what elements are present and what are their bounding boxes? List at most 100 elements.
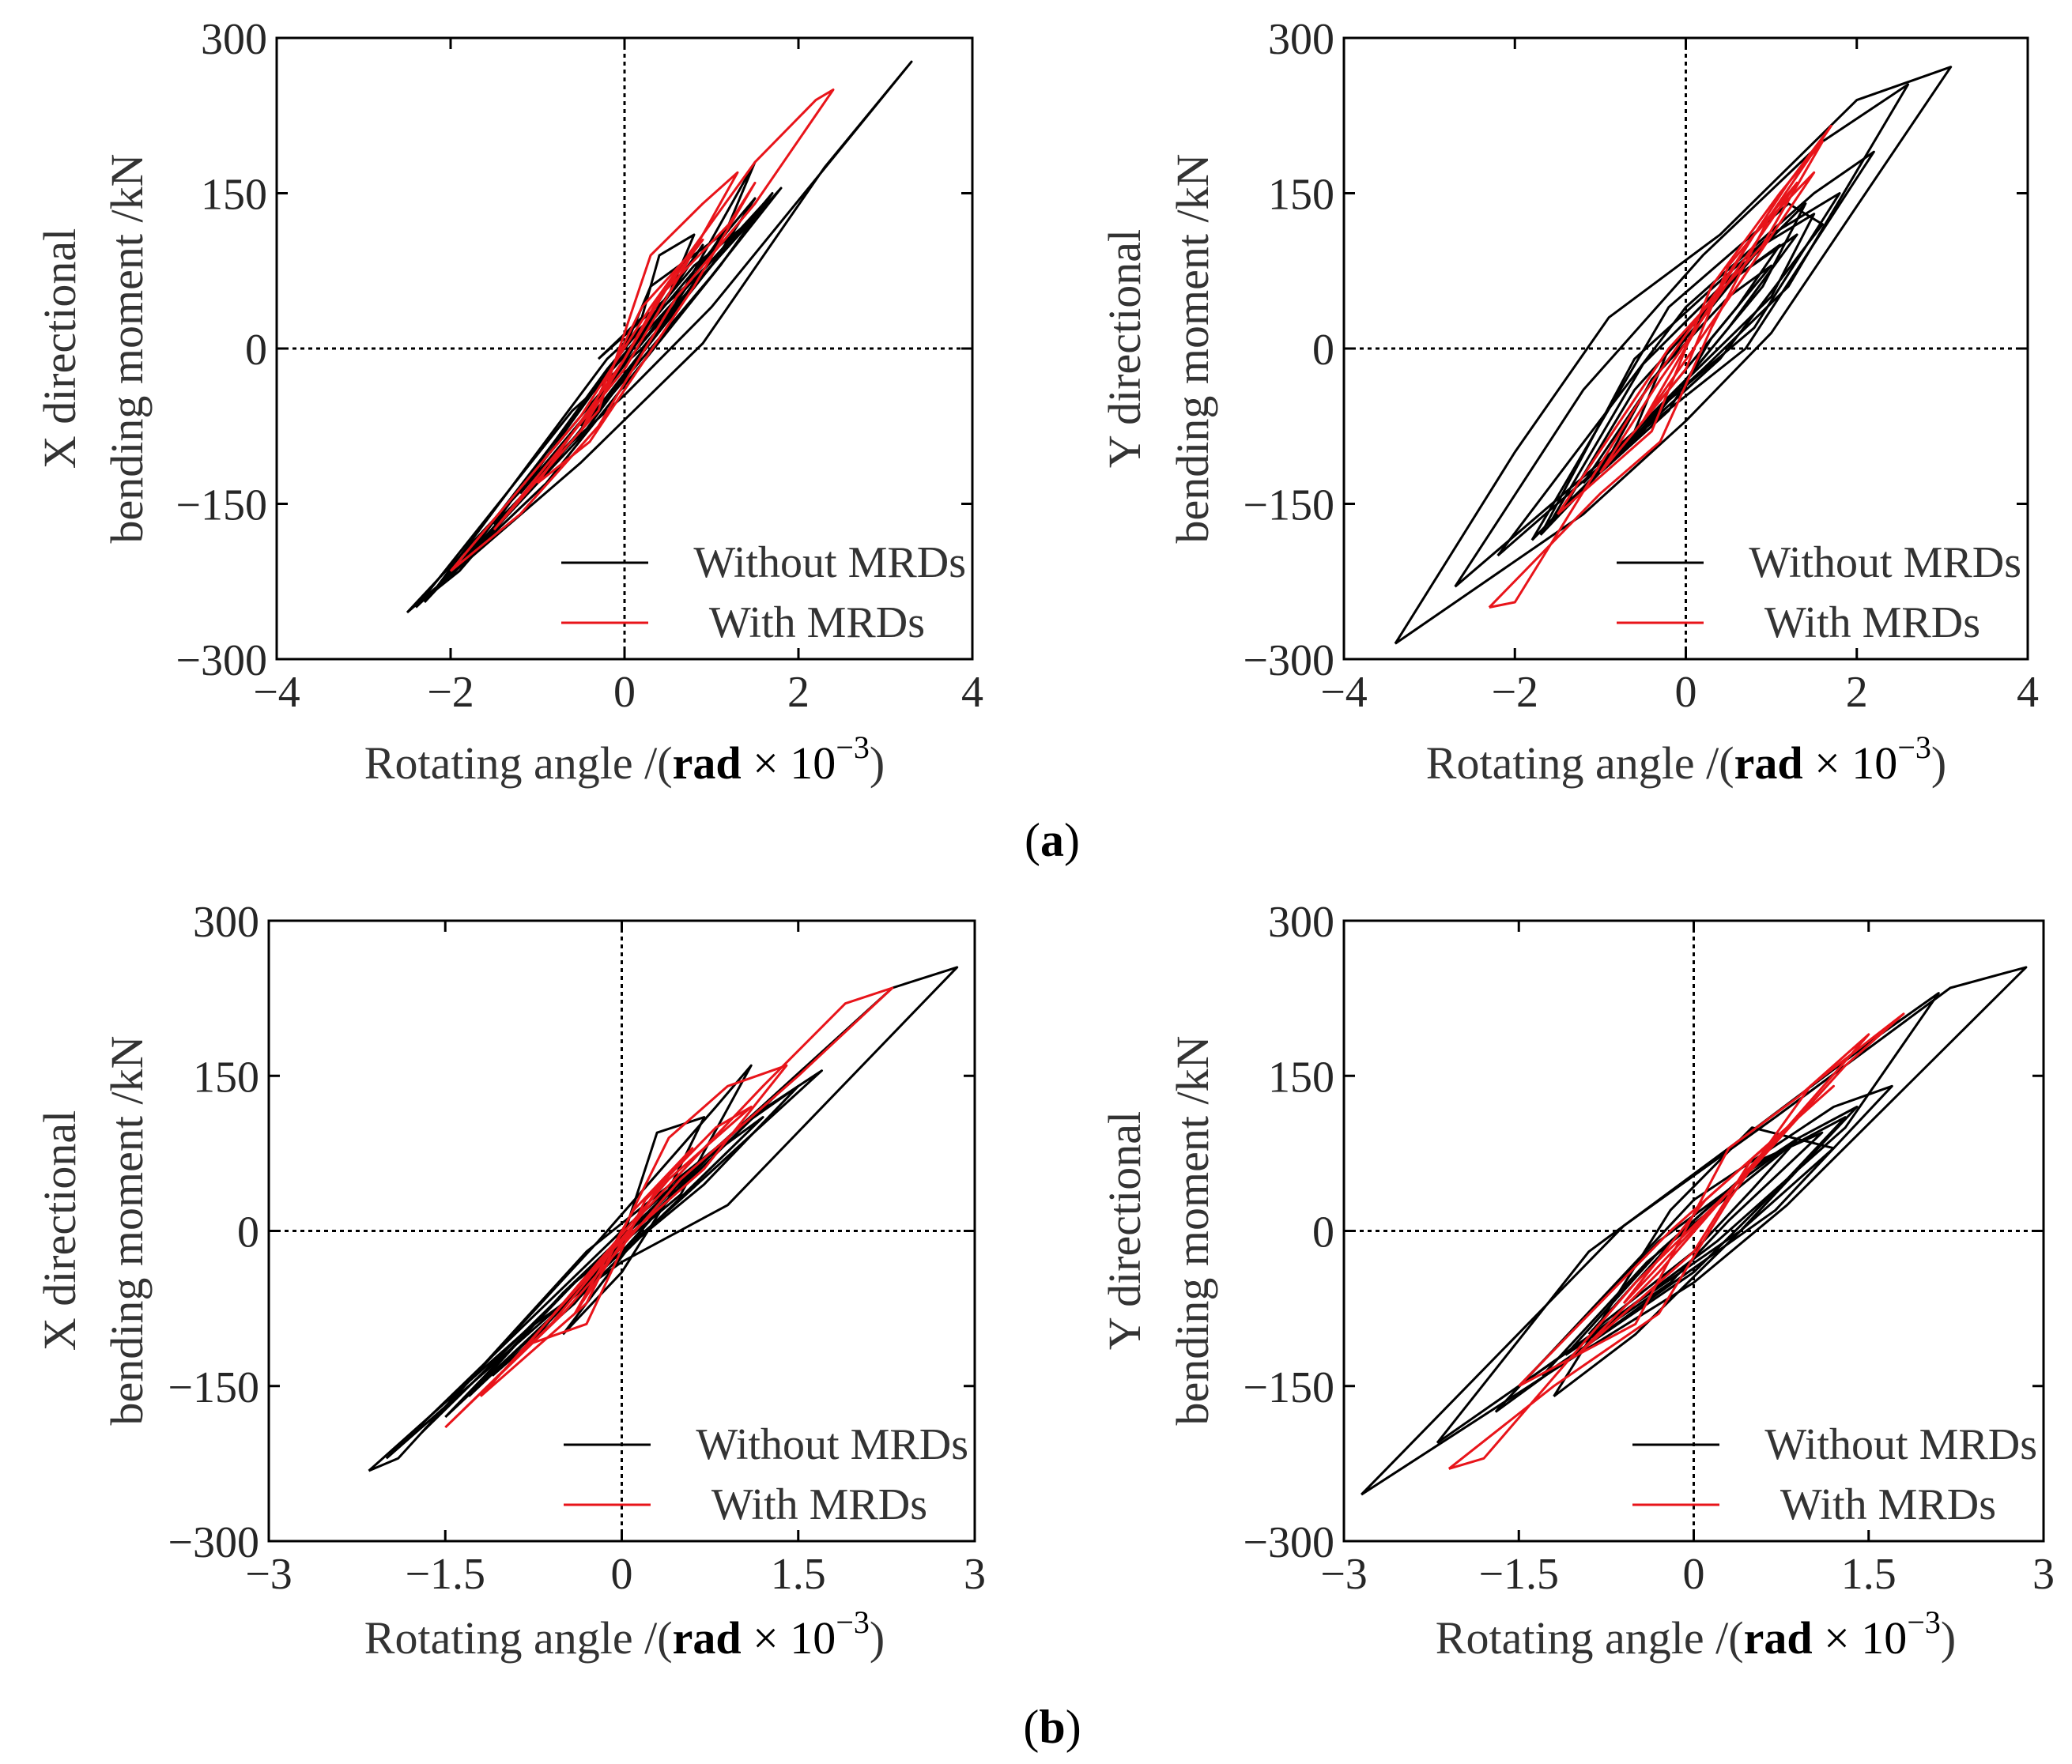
x-tick-label: 0: [613, 668, 636, 717]
x-tick-label: −1.5: [405, 1550, 485, 1599]
y-tick-label: 0: [237, 1208, 259, 1257]
x-tick-label: 2: [787, 668, 810, 717]
x-tick-label: 3: [964, 1550, 986, 1599]
hysteresis-loop: [1553, 1126, 1835, 1397]
y-tick-label: 300: [201, 15, 267, 64]
y-axis-label: bending moment /kN: [101, 1036, 153, 1426]
hysteresis-loop: [1494, 1084, 1893, 1413]
y-tick-label: 150: [1268, 1053, 1334, 1102]
chart-b-x: −3 −1.5 0 1.5 3 300 150 0 −150 −300 X directional b…: [34, 898, 986, 1664]
chart-a-x: −4 −2 0 2 4 300 150 0 −150 −300 X directional bendi…: [34, 15, 983, 789]
x-tick-label: 0: [1683, 1550, 1705, 1599]
hysteresis-loop: [1394, 66, 1953, 645]
y-tick-label: −300: [175, 636, 267, 685]
y-tick-label: −300: [1243, 636, 1334, 685]
x-tick-label: 3: [2032, 1550, 2055, 1599]
y-axis-label: Y directional: [1099, 229, 1150, 468]
x-tick-label: −4: [1320, 668, 1368, 717]
hysteresis-loop: [579, 243, 704, 428]
y-axis-label: bending moment /kN: [1167, 1036, 1218, 1426]
legend: Without MRDs With MRDs: [1632, 1420, 2037, 1529]
legend-label-with-mrds: With MRDs: [709, 598, 925, 647]
hysteresis-loop: [1599, 181, 1798, 474]
y-tick-label: 150: [193, 1053, 259, 1102]
y-tick-label: 150: [201, 171, 267, 220]
hysteresis-loop: [526, 1106, 753, 1346]
y-axis-label: bending moment /kN: [1167, 154, 1218, 544]
chart-b-y: −3 −1.5 0 1.5 3 300 150 0 −150 −300 Y directional b…: [1099, 898, 2055, 1664]
legend-label-with-mrds: With MRDs: [1764, 598, 1980, 647]
hysteresis-loop: [1642, 171, 1816, 422]
x-tick-label: 0: [611, 1550, 633, 1599]
y-tick-label: −300: [168, 1518, 259, 1567]
x-axis-label: Rotating angle /(rad × 10−3): [1426, 729, 1946, 789]
series-with-mrds: [1447, 1012, 1905, 1470]
hysteresis-loop: [1564, 1131, 1824, 1356]
legend-label-with-mrds: With MRDs: [1780, 1480, 1996, 1529]
hysteresis-loop: [1518, 1033, 1870, 1388]
hysteresis-loop: [1436, 992, 1940, 1444]
x-axis-label: Rotating angle /(rad × 10−3): [364, 729, 885, 789]
x-tick-label: −2: [427, 668, 474, 717]
hysteresis-loop: [1622, 1126, 1788, 1305]
y-tick-label: −150: [175, 481, 267, 530]
y-axis-label: bending moment /kN: [101, 154, 153, 544]
hysteresis-loop: [1488, 124, 1832, 609]
y-tick-label: 0: [1312, 326, 1334, 375]
hysteresis-loop: [579, 238, 704, 432]
series-without-mrds: [406, 60, 913, 614]
x-tick-label: 1.5: [771, 1550, 826, 1599]
y-axis-label: X directional: [34, 228, 85, 469]
x-tick-label: −4: [253, 668, 300, 717]
chart-a-y: −4 −2 0 2 4 300 150 0 −150 −300 Y directional bendi…: [1099, 15, 2039, 789]
legend-label-without-mrds: Without MRDs: [696, 1420, 968, 1469]
x-tick-label: −3: [1320, 1550, 1368, 1599]
x-axis-label: Rotating angle /(rad × 10−3): [364, 1604, 885, 1664]
series-with-mrds: [444, 986, 894, 1429]
hysteresis-loop: [1447, 1012, 1905, 1470]
series-with-mrds: [1488, 124, 1832, 609]
legend-label-without-mrds: Without MRDs: [1764, 1420, 2037, 1469]
hysteresis-loop: [1599, 264, 1773, 474]
x-tick-label: 4: [2017, 668, 2039, 717]
hysteresis-loop: [1564, 233, 1798, 505]
y-tick-label: 300: [193, 898, 259, 947]
x-tick-label: 2: [1846, 668, 1868, 717]
x-tick-label: −2: [1491, 668, 1538, 717]
caption-b: (b): [1023, 1701, 1081, 1753]
y-tick-label: 300: [1268, 898, 1334, 947]
y-tick-label: 0: [245, 326, 267, 375]
y-tick-label: −150: [168, 1363, 259, 1412]
y-tick-label: 150: [1268, 171, 1334, 220]
hysteresis-loop: [444, 986, 894, 1429]
legend: Without MRDs With MRDs: [564, 1420, 968, 1529]
y-axis-label: X directional: [34, 1110, 85, 1351]
hysteresis-loop: [1576, 1084, 1835, 1356]
y-axis-label: Y directional: [1099, 1111, 1150, 1350]
x-tick-label: 4: [961, 668, 983, 717]
hysteresis-loop: [1541, 1116, 1847, 1377]
series-without-mrds: [368, 966, 959, 1472]
y-tick-label: −300: [1243, 1518, 1334, 1567]
y-tick-label: 300: [1268, 15, 1334, 64]
x-tick-label: 1.5: [1841, 1550, 1897, 1599]
hysteresis-loop: [573, 1147, 694, 1315]
series-with-mrds: [449, 89, 835, 572]
legend-label-without-mrds: Without MRDs: [693, 538, 966, 587]
caption-a: (a): [1025, 814, 1080, 866]
y-tick-label: −150: [1243, 481, 1334, 530]
y-tick-label: −150: [1243, 1363, 1334, 1412]
x-axis-label: Rotating angle /(rad × 10−3): [1436, 1604, 1956, 1664]
legend: Without MRDs With MRDs: [1617, 538, 2021, 647]
x-tick-label: −3: [245, 1550, 292, 1599]
x-tick-label: 0: [1675, 668, 1697, 717]
x-tick-label: −1.5: [1478, 1550, 1559, 1599]
hysteresis-loop: [1557, 140, 1824, 515]
y-tick-label: 0: [1312, 1208, 1334, 1257]
legend-label-with-mrds: With MRDs: [711, 1480, 927, 1529]
legend: Without MRDs With MRDs: [561, 538, 966, 647]
legend-label-without-mrds: Without MRDs: [1749, 538, 2021, 587]
series-without-mrds: [1361, 966, 2028, 1496]
